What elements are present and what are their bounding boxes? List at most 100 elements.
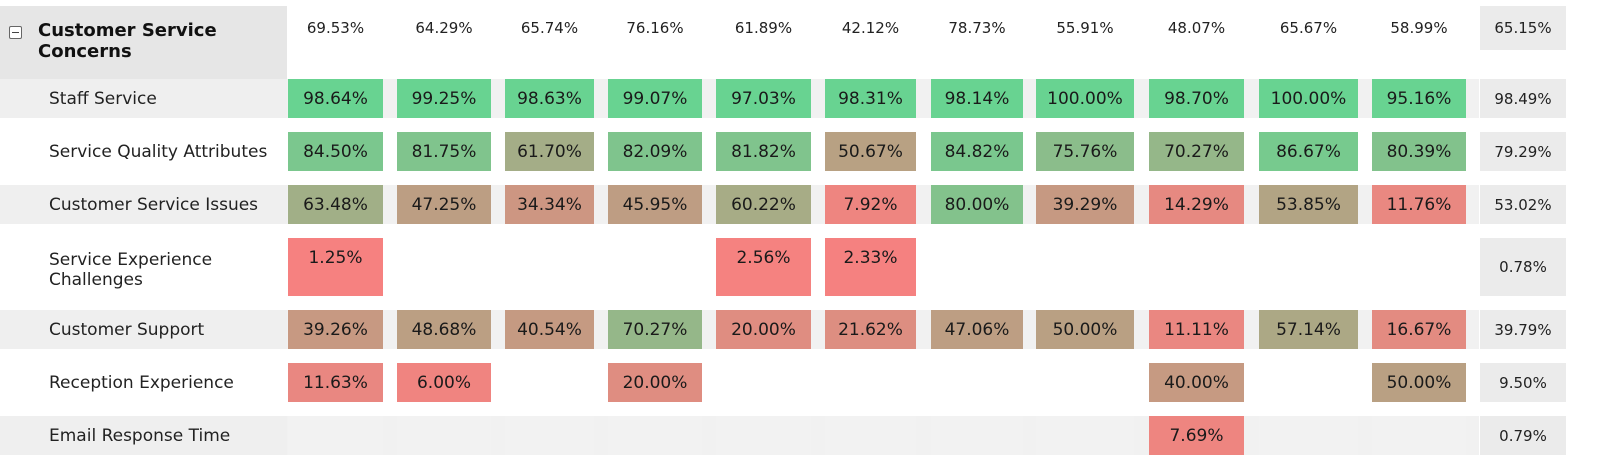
heatmap-cell[interactable] [505,363,594,402]
heatmap-cell[interactable] [397,416,491,455]
heatmap-cell[interactable]: 50.00% [1036,310,1134,349]
group-total: 65.15% [1480,6,1566,50]
heatmap-cell[interactable]: 100.00% [1259,79,1358,118]
heatmap-cell[interactable]: 100.00% [1036,79,1134,118]
heatmap-cell[interactable]: 20.00% [716,310,811,349]
heatmap-cell[interactable]: 34.34% [505,185,594,224]
row-label-service-experience: Service Experience Challenges [0,238,287,296]
heatmap-cell[interactable] [1259,363,1358,402]
row-label-text: Customer Service Issues [49,194,259,215]
heatmap-cell[interactable]: 53.85% [1259,185,1358,224]
row-total: 9.50% [1480,363,1566,402]
row-total: 98.49% [1480,79,1566,118]
heatmap-cell[interactable]: 98.31% [825,79,916,118]
heatmap-cell[interactable]: 40.00% [1149,363,1244,402]
heatmap-cell[interactable]: 16.67% [1372,310,1466,349]
heatmap-cell[interactable]: 48.68% [397,310,491,349]
heatmap-cell[interactable] [1259,238,1358,296]
heatmap-cell[interactable]: 11.11% [1149,310,1244,349]
heatmap-cell[interactable] [931,363,1023,402]
heatmap-cell[interactable] [1372,238,1466,296]
row-label-staff-service: Staff Service [0,79,287,118]
heatmap-cell[interactable] [505,416,594,455]
heatmap-cell[interactable] [825,363,916,402]
heatmap-cell[interactable] [1036,416,1134,455]
heatmap-cell[interactable]: 57.14% [1259,310,1358,349]
heatmap-cell[interactable]: 63.48% [288,185,383,224]
heatmap-cell[interactable] [1036,363,1134,402]
heatmap-cell[interactable]: 70.27% [608,310,702,349]
heatmap-cell[interactable] [505,238,594,296]
row-label-text: Service Experience Challenges [49,250,213,290]
collapse-icon[interactable] [9,26,22,39]
heatmap-cell[interactable]: 99.07% [608,79,702,118]
heatmap-cell[interactable]: 39.26% [288,310,383,349]
group-header-value: 65.74% [520,19,579,37]
heatmap-cell[interactable]: 11.63% [288,363,383,402]
heatmap-cell[interactable]: 61.70% [505,132,594,171]
heatmap-cell[interactable]: 82.09% [608,132,702,171]
heatmap-cell[interactable] [397,238,491,296]
heatmap-cell[interactable]: 80.39% [1372,132,1466,171]
heatmap-cell[interactable]: 11.76% [1372,185,1466,224]
heatmap-cell[interactable] [1149,238,1244,296]
heatmap-cell[interactable]: 14.29% [1149,185,1244,224]
heatmap-cell[interactable]: 75.76% [1036,132,1134,171]
heatmap-cell[interactable]: 95.16% [1372,79,1466,118]
heatmap-cell[interactable] [608,416,702,455]
heatmap-cell[interactable]: 80.00% [931,185,1023,224]
heatmap-cell[interactable] [716,363,811,402]
heatmap-cell[interactable]: 81.82% [716,132,811,171]
row-label-text: Customer Support [49,319,205,340]
heatmap-cell[interactable]: 47.25% [397,185,491,224]
heatmap-cell[interactable]: 7.69% [1149,416,1244,455]
heatmap-cell[interactable]: 99.25% [397,79,491,118]
row-label-text: Staff Service [49,88,157,109]
heatmap-cell[interactable]: 98.63% [505,79,594,118]
group-header-value: 55.91% [1056,19,1114,37]
heatmap-cell[interactable]: 21.62% [825,310,916,349]
heatmap-cell[interactable] [825,416,916,455]
heatmap-cell[interactable] [931,238,1023,296]
row-label-text: Reception Experience [49,372,234,393]
heatmap-cell[interactable]: 98.64% [288,79,383,118]
heatmap-cell[interactable]: 86.67% [1259,132,1358,171]
heatmap-cell[interactable]: 81.75% [397,132,491,171]
row-total: 39.79% [1480,310,1566,349]
heatmap-cell[interactable]: 70.27% [1149,132,1244,171]
row-label-service-quality: Service Quality Attributes [0,132,287,171]
heatmap-cell[interactable]: 98.70% [1149,79,1244,118]
group-header-value: 48.07% [1167,19,1226,37]
heatmap-cell[interactable]: 50.00% [1372,363,1466,402]
group-header-value: 65.67% [1279,19,1338,37]
heatmap-cell[interactable]: 7.92% [825,185,916,224]
group-header-value: 64.29% [415,19,473,37]
heatmap-cell[interactable] [1036,238,1134,296]
heatmap-cell[interactable]: 6.00% [397,363,491,402]
heatmap-cell[interactable] [608,238,702,296]
heatmap-cell[interactable]: 84.82% [931,132,1023,171]
heatmap-cell[interactable]: 20.00% [608,363,702,402]
heatmap-cell[interactable] [1372,416,1466,455]
heatmap-cell[interactable]: 1.25% [288,238,383,296]
heatmap-cell[interactable]: 39.29% [1036,185,1134,224]
heatmap-cell[interactable] [931,416,1023,455]
group-title: Customer Service Concerns [38,20,217,62]
heatmap-cell[interactable]: 97.03% [716,79,811,118]
heatmap-cell[interactable]: 60.22% [716,185,811,224]
heatmap-cell[interactable] [1259,416,1358,455]
heatmap-cell[interactable]: 2.56% [716,238,811,296]
heatmap-cell[interactable] [288,416,383,455]
heatmap-cell[interactable]: 47.06% [931,310,1023,349]
heatmap-cell[interactable]: 50.67% [825,132,916,171]
heatmap-cell[interactable] [716,416,811,455]
heatmap-cell[interactable]: 40.54% [505,310,594,349]
heatmap-cell[interactable]: 45.95% [608,185,702,224]
row-total: 0.78% [1480,238,1566,296]
heatmap-cell[interactable]: 98.14% [931,79,1023,118]
heatmap-cell[interactable]: 2.33% [825,238,916,296]
heatmap-cell[interactable]: 84.50% [288,132,383,171]
group-header-value: 76.16% [626,19,684,37]
group-header: Customer Service Concerns [0,6,287,79]
group-header-value: 61.89% [734,19,793,37]
